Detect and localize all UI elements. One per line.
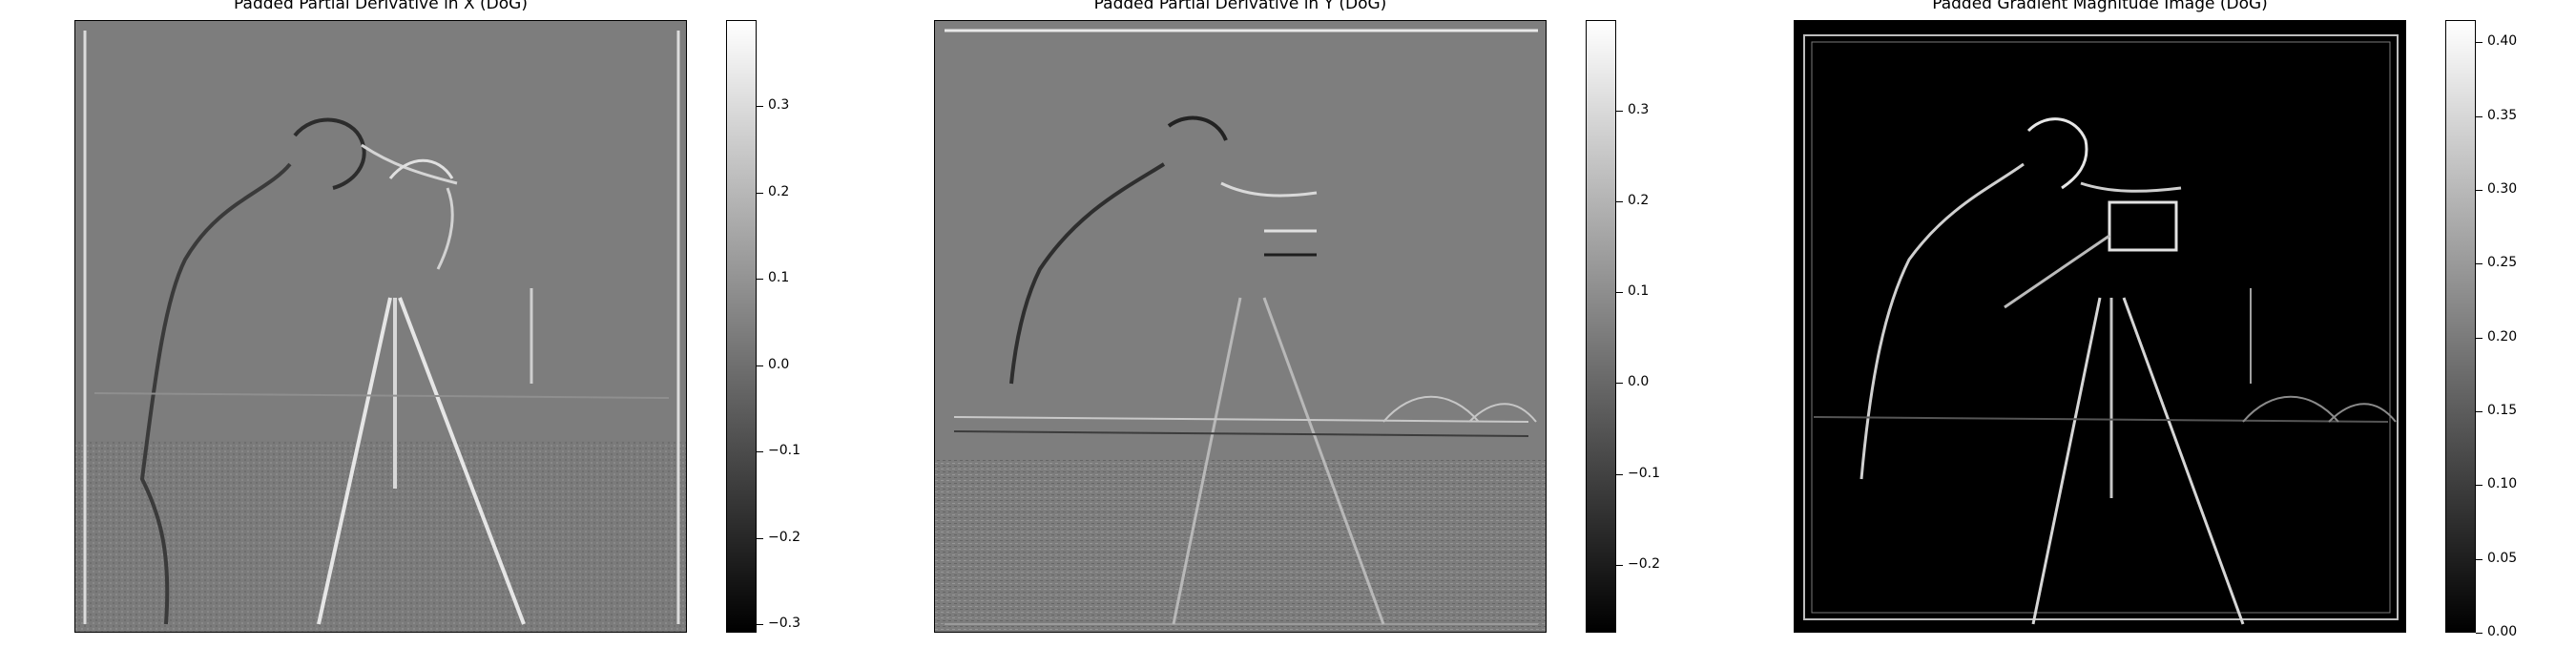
- colorbar-tick-label: −0.1: [768, 443, 800, 459]
- colorbar-tick-mark: [757, 279, 763, 281]
- colorbar-tick-label: 0.05: [2487, 550, 2518, 566]
- colorbar-tick-label: 0.10: [2487, 476, 2518, 492]
- colorbar-tick-label: 0.2: [1628, 193, 1650, 209]
- colorbar-tick-mark: [1616, 201, 1623, 203]
- colorbar-tick-mark: [757, 106, 763, 108]
- dy-image: [934, 20, 1547, 633]
- panel-title: Padded Partial Derivative in X (DoG): [234, 0, 528, 13]
- colorbar-tick-mark: [2476, 410, 2483, 412]
- colorbar-tick-mark: [757, 537, 763, 539]
- colorbar-tick-mark: [2476, 337, 2483, 339]
- colorbar-tick-label: −0.1: [1628, 465, 1660, 481]
- colorbar-tick-label: 0.15: [2487, 402, 2518, 418]
- panel-title: Padded Partial Derivative in Y (DoG): [1093, 0, 1387, 13]
- colorbar-tick-mark: [1616, 383, 1623, 385]
- colorbar-tick-label: 0.1: [768, 270, 790, 286]
- colorbar-tick-label: 0.35: [2487, 107, 2518, 123]
- colorbar-dy: [1586, 20, 1616, 633]
- colorbar-tick-mark: [757, 451, 763, 453]
- colorbar-tick-label: 0.2: [768, 183, 790, 199]
- colorbar-tick-label: 0.3: [1628, 102, 1650, 118]
- colorbar-ticks-dy: 0.3 0.2 0.1 0.0 −0.1 −0.2: [1616, 20, 1702, 633]
- colorbar-tick-label: 0.25: [2487, 255, 2518, 271]
- colorbar-magnitude: [2445, 20, 2476, 633]
- colorbar-tick-label: 0.3: [768, 97, 790, 114]
- colorbar-tick-label: −0.2: [1628, 555, 1660, 572]
- colorbar-tick-label: 0.1: [1628, 283, 1650, 300]
- colorbar-tick-mark: [2476, 633, 2483, 634]
- magnitude-image: [1794, 20, 2406, 633]
- colorbar-ticks-dx: 0.3 0.2 0.1 0.0 −0.1 −0.2 −0.3: [757, 20, 842, 633]
- colorbar-tick-mark: [2476, 115, 2483, 117]
- panel-magnitude: Padded Gradient Magnitude Image (DoG) 0.…: [1794, 0, 2517, 668]
- colorbar-tick-mark: [1616, 292, 1623, 294]
- colorbar-dx: [726, 20, 757, 633]
- colorbar-tick-mark: [1616, 111, 1623, 113]
- colorbar-tick-mark: [1616, 564, 1623, 566]
- colorbar-ticks-magnitude: 0.40 0.35 0.30 0.25 0.20 0.15 0.10 0.05 0.00: [2476, 20, 2562, 639]
- colorbar-tick-label: 0.20: [2487, 328, 2518, 344]
- colorbar-tick-mark: [2476, 263, 2483, 265]
- colorbar-tick-label: 0.30: [2487, 180, 2518, 197]
- colorbar-tick-mark: [2476, 558, 2483, 560]
- colorbar-tick-mark: [757, 192, 763, 194]
- panel-dx: Padded Partial Derivative in X (DoG): [74, 0, 800, 668]
- colorbar-tick-mark: [757, 623, 763, 625]
- colorbar-tick-mark: [1616, 473, 1623, 475]
- colorbar-tick-mark: [2476, 189, 2483, 191]
- panel-title: Padded Gradient Magnitude Image (DoG): [1932, 0, 2268, 13]
- colorbar-tick-mark: [2476, 42, 2483, 44]
- colorbar-tick-mark: [2476, 485, 2483, 487]
- colorbar-tick-label: 0.00: [2487, 624, 2518, 639]
- colorbar-tick-label: 0.0: [1628, 374, 1650, 390]
- panel-dy: Padded Partial Derivative in Y (DoG): [934, 0, 1660, 668]
- dx-image: [74, 20, 687, 633]
- colorbar-tick-label: 0.0: [768, 356, 790, 372]
- colorbar-tick-mark: [757, 365, 763, 366]
- colorbar-tick-label: −0.2: [768, 529, 800, 545]
- colorbar-tick-label: −0.3: [768, 615, 800, 631]
- colorbar-tick-label: 0.40: [2487, 33, 2518, 50]
